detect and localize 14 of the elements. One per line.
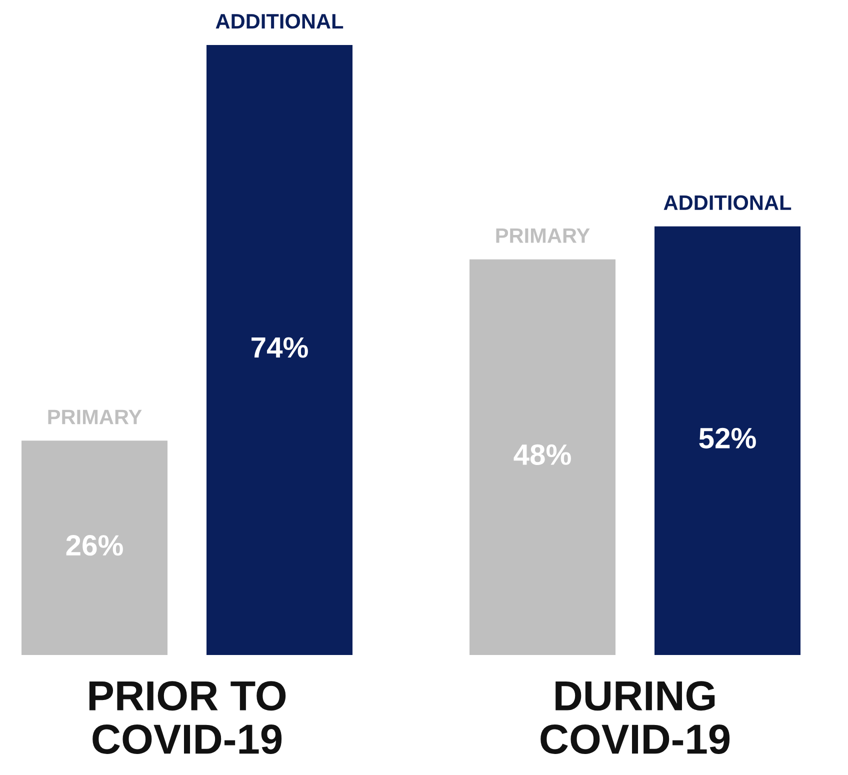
bar bbox=[654, 226, 800, 655]
text: ADDITIONAL bbox=[216, 14, 344, 29]
series-label: ADDITIONAL bbox=[664, 195, 792, 210]
data-label: 48% bbox=[514, 444, 571, 465]
x-tick-label: PRIOR TO COVID-19 bbox=[89, 681, 286, 754]
series-label: PRIMARY bbox=[48, 410, 142, 424]
x-tick-label: DURING COVID-19 bbox=[540, 681, 730, 754]
bar bbox=[22, 440, 168, 655]
text: PRIMARY bbox=[496, 228, 590, 243]
data-label: 74% bbox=[252, 337, 308, 358]
bar bbox=[470, 259, 616, 655]
data-label: 52% bbox=[699, 428, 756, 449]
bar bbox=[206, 45, 352, 655]
data-label: 26% bbox=[66, 535, 123, 556]
